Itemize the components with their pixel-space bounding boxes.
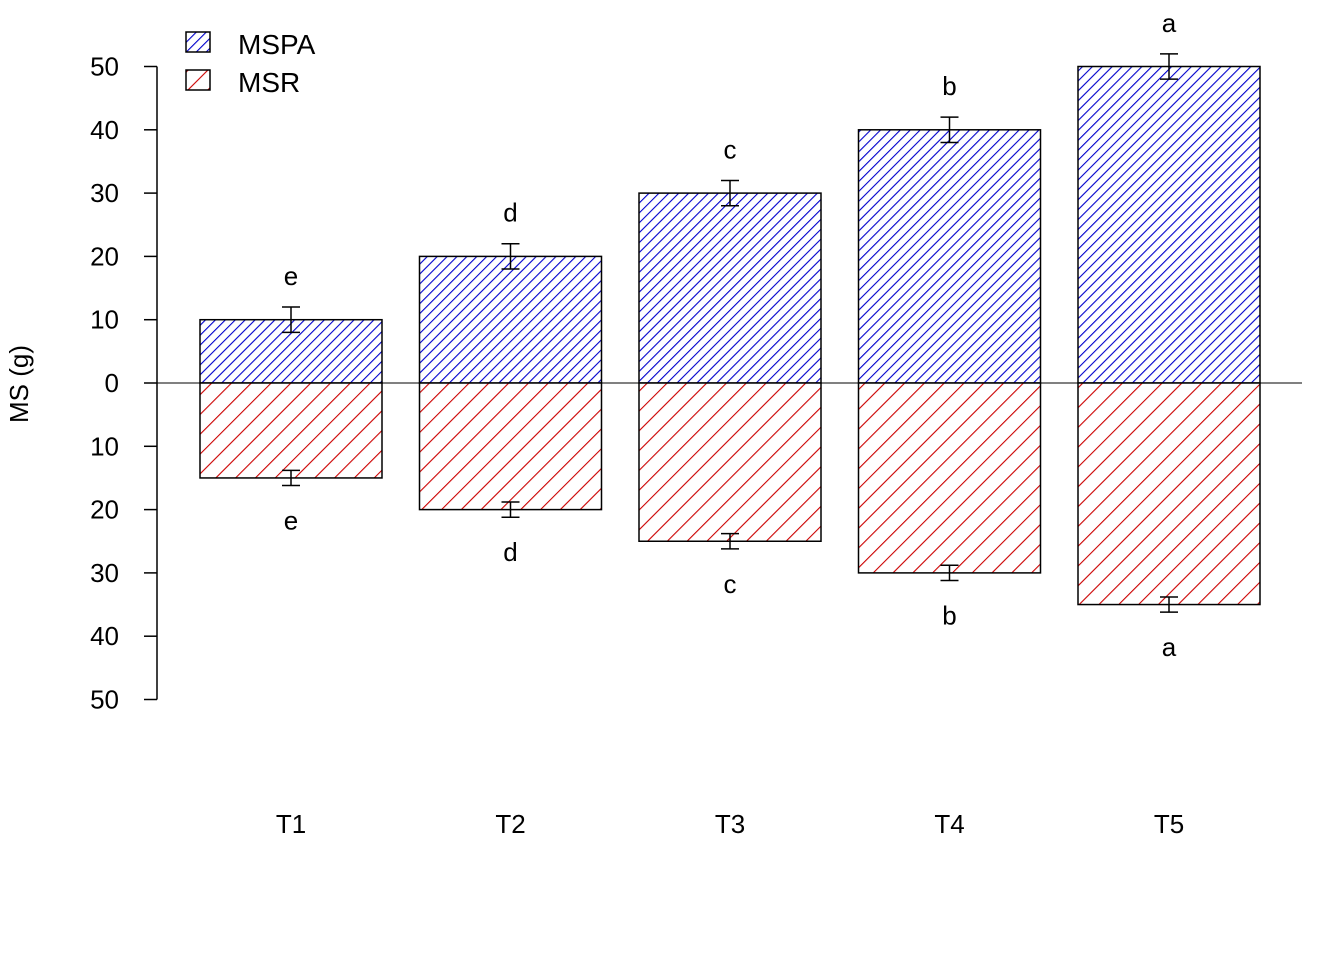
legend-label-msr: MSR [238, 67, 300, 98]
bar-msr-t4 [857, 382, 1042, 574]
y-axis: 50 40 30 20 10 0 10 20 30 40 50 [90, 52, 158, 715]
y-tick-label: 20 [90, 495, 119, 525]
sig-letter-mspa-t3: c [724, 134, 737, 164]
legend-swatch-mspa [185, 31, 211, 53]
y-tick-label: 40 [90, 621, 119, 651]
y-tick-label: 10 [90, 431, 119, 461]
sig-letter-mspa-t4: b [942, 71, 956, 101]
y-tick-label: 50 [90, 685, 119, 715]
bar-mspa-t2 [418, 255, 603, 384]
y-tick-label: 30 [90, 178, 119, 208]
y-tick-label: 30 [90, 558, 119, 588]
error-bar-msr-t3 [721, 532, 739, 550]
bars [199, 65, 1261, 606]
sig-letter-mspa-t5: a [1162, 8, 1177, 38]
error-bar-msr-t1 [282, 469, 300, 487]
y-tick-label: 10 [90, 305, 119, 335]
bar-msr-t5 [1077, 382, 1261, 606]
x-category-label: T3 [715, 809, 745, 839]
y-tick-label: 0 [105, 368, 119, 398]
error-bar-msr-t2 [501, 501, 520, 518]
error-bar-mspa-t4 [940, 116, 959, 144]
bar-mspa-t3 [638, 192, 822, 384]
sig-letter-msr-t1: e [284, 506, 298, 536]
y-tick-label: 50 [90, 52, 119, 82]
y-tick-label: 40 [90, 115, 119, 145]
sig-letter-msr-t3: c [724, 569, 737, 599]
sig-letter-msr-t5: a [1162, 632, 1177, 662]
y-tick-label: 20 [90, 241, 119, 271]
x-category-label: T4 [934, 809, 964, 839]
y-axis-label: MS (g) [4, 345, 34, 423]
error-bars [282, 53, 1178, 613]
sig-letter-mspa-t1: e [284, 261, 298, 291]
significance-letters: e e d d c c b b a a [284, 8, 1177, 662]
sig-letter-msr-t2: d [503, 537, 517, 567]
error-bar-mspa-t5 [1160, 53, 1178, 80]
error-bar-mspa-t2 [501, 242, 520, 270]
x-category-label: T1 [276, 809, 306, 839]
x-category-label: T5 [1154, 809, 1184, 839]
legend-swatch-msr [185, 69, 211, 91]
legend: MSPA MSR [185, 29, 316, 98]
bar-msr-t1 [199, 382, 383, 479]
error-bar-msr-t5 [1160, 596, 1178, 613]
x-category-label: T2 [495, 809, 525, 839]
error-bar-msr-t4 [940, 564, 959, 582]
legend-label-mspa: MSPA [238, 29, 316, 60]
x-axis-labels: T1 T2 T3 T4 T5 [276, 809, 1184, 839]
bar-msr-t3 [638, 382, 822, 542]
bar-mspa-t5 [1077, 65, 1261, 384]
sig-letter-msr-t4: b [942, 600, 956, 630]
error-bar-mspa-t3 [721, 179, 739, 207]
bar-mspa-t4 [857, 129, 1042, 384]
sig-letter-mspa-t2: d [503, 198, 517, 228]
error-bar-mspa-t1 [282, 306, 300, 334]
bar-msr-t2 [418, 382, 603, 511]
